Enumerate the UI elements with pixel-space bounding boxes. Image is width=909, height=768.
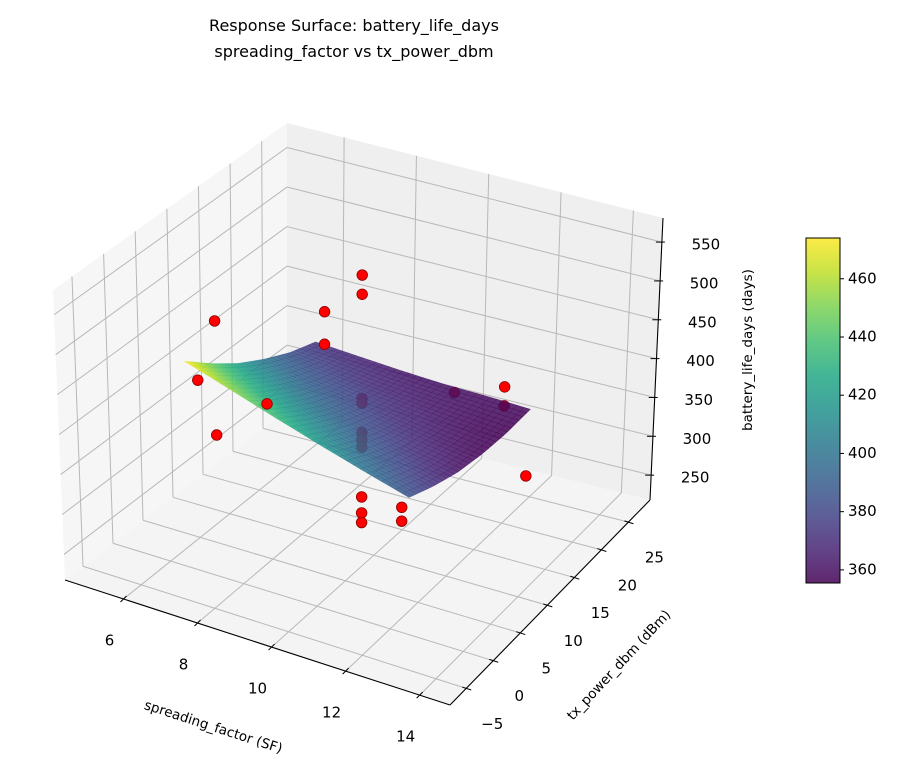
y-tick-mark <box>489 658 499 663</box>
z-gridline <box>53 147 288 316</box>
colorbar-tick-label: 440 <box>848 327 877 345</box>
colorbar-tick-label: 420 <box>848 386 877 404</box>
y-tick-mark <box>624 520 634 525</box>
y-gridline <box>172 496 548 606</box>
z-tick-label: 500 <box>690 274 719 292</box>
z-gridline <box>58 265 288 436</box>
x-tick-mark <box>268 643 275 651</box>
y-tick-mark <box>516 631 526 636</box>
x-tick-label: 6 <box>105 631 115 649</box>
scatter-point <box>356 269 368 281</box>
z-tick-label: 300 <box>683 430 712 448</box>
y-gridline <box>112 542 494 662</box>
scatter-point <box>355 491 368 503</box>
z-gridline <box>286 186 661 282</box>
z-axis-label: battery_life_days (days) <box>740 269 756 431</box>
scatter-point <box>520 470 532 482</box>
y-tick-label: −5 <box>481 715 503 733</box>
x-tick-label: 8 <box>179 656 189 674</box>
scatter-point <box>318 338 331 350</box>
x-tick-label: 12 <box>322 704 341 722</box>
y-tick-label: 5 <box>541 659 551 677</box>
scatter-point <box>192 374 204 386</box>
y-tick-mark <box>462 686 472 691</box>
y-gridline <box>82 565 467 689</box>
colorbar-gradient <box>806 238 840 583</box>
y-axis-line <box>449 499 651 706</box>
scatter-point <box>356 288 368 300</box>
z-tick-label: 250 <box>681 469 710 487</box>
x-gridline <box>419 492 622 696</box>
scatter-point <box>395 515 408 527</box>
y-gridline <box>202 473 575 579</box>
scatter-point <box>208 315 221 327</box>
y-tick-label: 0 <box>514 687 524 705</box>
x-gridline <box>123 423 343 600</box>
colorbar-tick-label: 360 <box>848 560 877 578</box>
x-tick-mark <box>342 667 349 675</box>
z-gridline <box>60 305 288 475</box>
colorbar-tick-label: 400 <box>848 444 877 462</box>
y-tick-label: 25 <box>645 549 664 567</box>
scatter-point <box>318 306 331 318</box>
scatter-point <box>498 381 511 393</box>
colorbar-frame <box>805 237 841 584</box>
z-gridline <box>286 265 657 360</box>
axes-panes <box>53 123 663 705</box>
x-tick-mark <box>416 691 423 699</box>
z-tick-label: 450 <box>688 313 717 331</box>
z-gridline <box>286 226 659 321</box>
z-gridline <box>57 226 288 396</box>
z-gridline <box>63 384 288 555</box>
y-tick-label: 10 <box>564 632 583 650</box>
z-tick-label: 350 <box>684 391 713 409</box>
z-tick-label: 400 <box>686 352 715 370</box>
x-tick-label: 14 <box>396 728 415 746</box>
scatter-point <box>355 516 368 529</box>
floor-pane <box>65 410 650 705</box>
tick-labels: 6 8 10 12 14 −5 05 10 15 20 25 250 300 350 400 450 500 55… <box>105 236 720 746</box>
y-tick-mark <box>597 548 607 552</box>
z-gridline <box>286 147 663 243</box>
x-axis-line <box>64 579 451 706</box>
scatter-point <box>261 398 273 410</box>
y-gridline <box>232 450 602 551</box>
surface-cell <box>401 491 414 498</box>
z-gridline <box>286 305 655 398</box>
x-gridline <box>345 475 552 672</box>
z-gridline <box>55 186 288 356</box>
x-axis-label: spreading_factor (SF) <box>142 697 284 757</box>
colorbar: 360 380 400 420 440 460 <box>805 237 877 584</box>
y-tick-label: 15 <box>591 604 610 622</box>
y-tick-mark <box>543 603 553 608</box>
scatter-points-front <box>192 269 532 529</box>
axis-lines <box>64 217 665 706</box>
response-surface <box>184 341 531 498</box>
chart-title-line-1: Response Surface: battery_life_days <box>209 16 499 36</box>
colorbar-tick-label: 460 <box>848 269 877 287</box>
y-axis-label: tx_power_dbm (dBm) <box>564 607 674 724</box>
x-tick-mark <box>194 619 201 627</box>
scatter-point <box>355 507 368 519</box>
y-tick-label: 20 <box>618 576 637 594</box>
z-tick-label: 550 <box>692 236 721 254</box>
y-tick-mark <box>570 575 580 580</box>
x-tick-label: 10 <box>248 680 267 698</box>
x-gridline <box>271 457 483 648</box>
scatter-point <box>210 429 223 441</box>
scatter-point <box>396 501 408 513</box>
colorbar-tick-label: 380 <box>848 502 877 520</box>
x-tick-mark <box>120 595 127 603</box>
y-gridline <box>142 519 521 634</box>
chart-title-line-2: spreading_factor vs tx_power_dbm <box>214 42 493 62</box>
